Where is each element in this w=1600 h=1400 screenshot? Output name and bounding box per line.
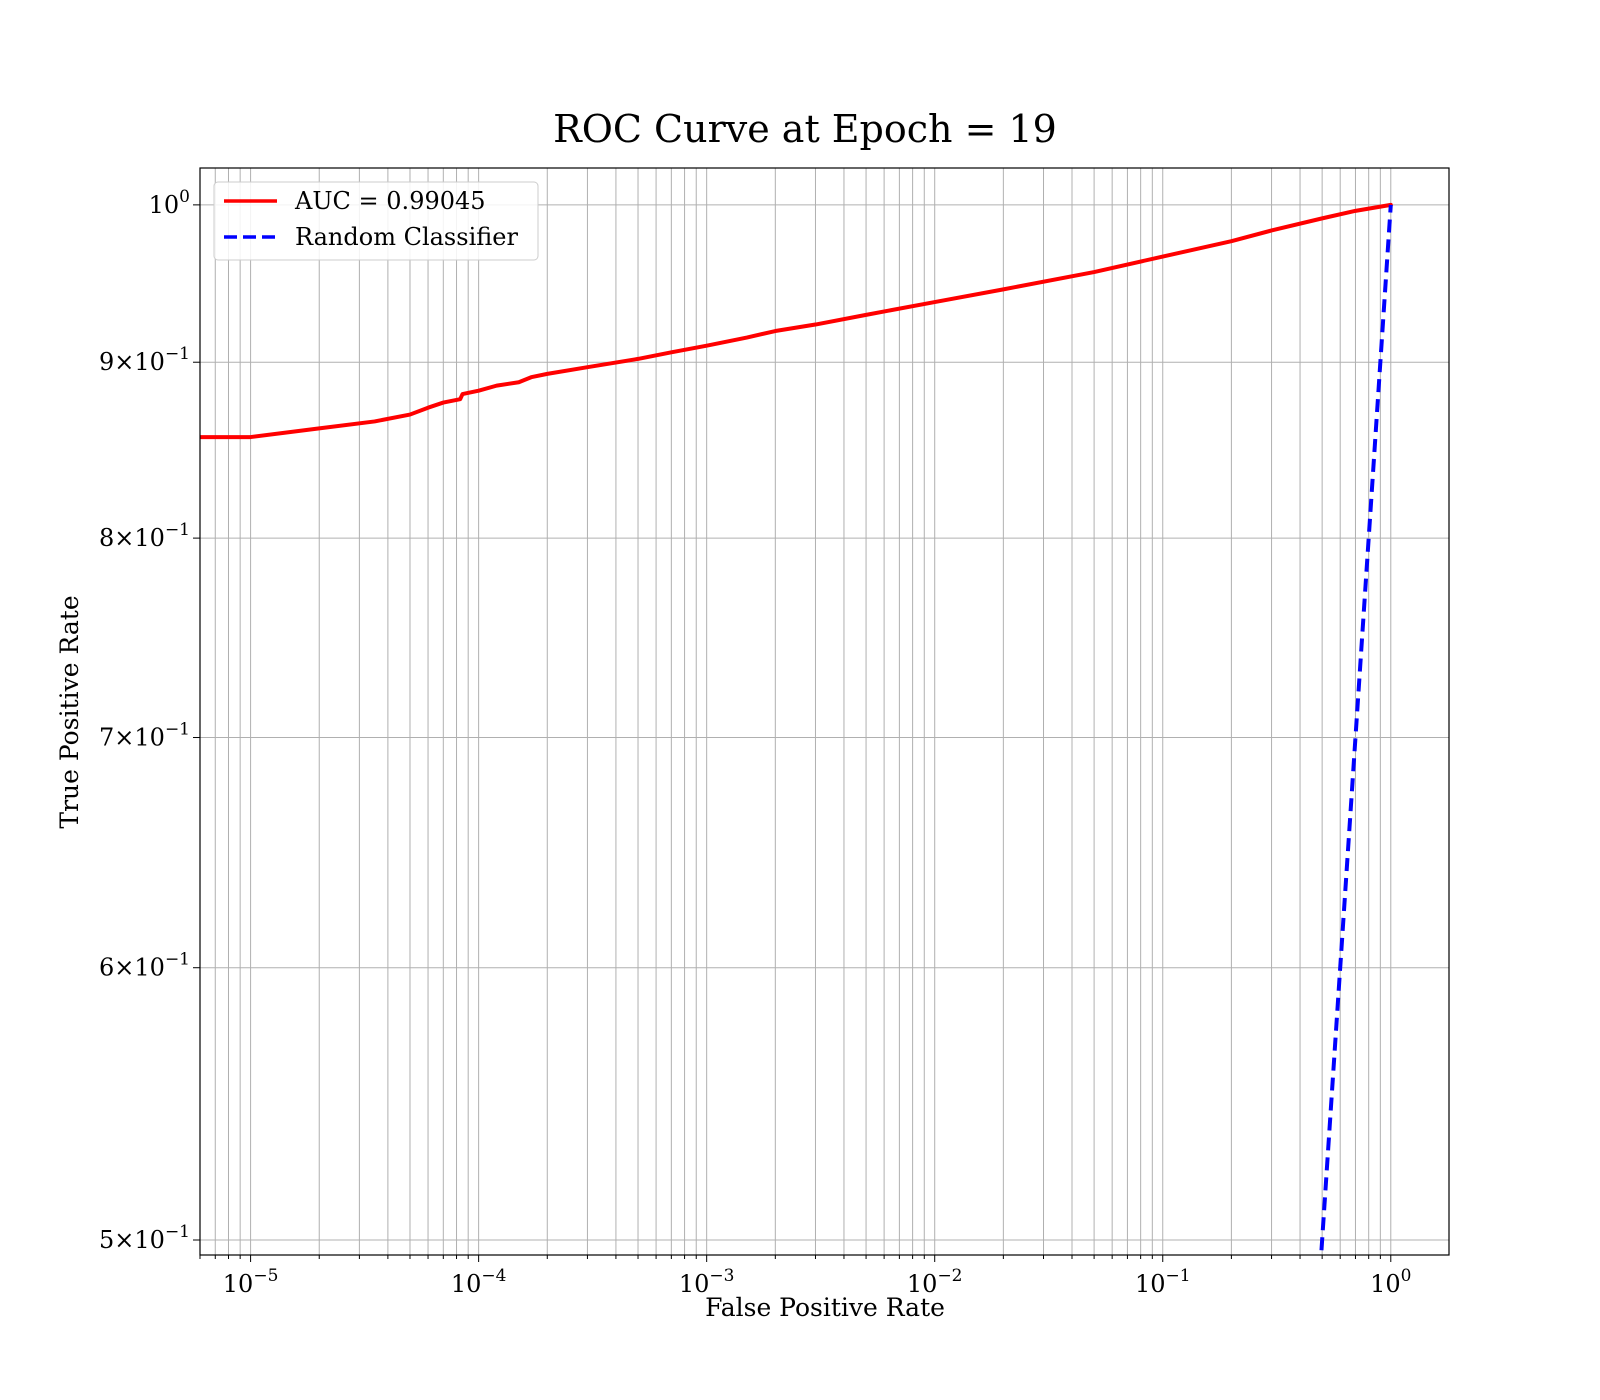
x-axis-ticks: 10−5 10−4 10−3 10−2 10−1 100 (199, 1255, 1411, 1298)
y-tick-label: 5×10−1 (99, 1222, 190, 1254)
y-tick-label: 100 (149, 187, 190, 219)
x-tick-label: 10−3 (679, 1266, 735, 1298)
x-tick-label: 100 (1370, 1266, 1411, 1298)
chart-title: ROC Curve at Epoch = 19 (553, 107, 1057, 151)
y-axis-label: True Positive Rate (55, 595, 84, 828)
x-tick-label: 10−4 (451, 1266, 507, 1298)
x-axis-label: False Positive Rate (705, 1293, 945, 1322)
x-tick-label: 10−2 (907, 1266, 963, 1298)
y-tick-label: 9×10−1 (99, 344, 190, 376)
y-axis-ticks: 100 9×10−1 8×10−1 7×10−1 6×10−1 5×10−1 (99, 187, 200, 1254)
roc-curve-line (200, 202, 1393, 440)
legend-box (213, 181, 539, 261)
plot-frame (199, 167, 1450, 1256)
x-tick-label: 10−5 (223, 1266, 279, 1298)
y-tick-label: 6×10−1 (99, 950, 190, 982)
grid-lines (199, 168, 1449, 1255)
x-tick-label: 10−1 (1135, 1266, 1191, 1298)
random-classifier-line (1319, 204, 1393, 1255)
y-tick-label: 8×10−1 (99, 520, 190, 552)
legend-label-random: Random Classifier (295, 223, 518, 251)
plot-series (200, 202, 1393, 1255)
legend-label-auc: AUC = 0.99045 (294, 187, 486, 215)
y-tick-label: 7×10−1 (99, 720, 190, 752)
legend: AUC = 0.99045 Random Classifier (213, 181, 539, 261)
